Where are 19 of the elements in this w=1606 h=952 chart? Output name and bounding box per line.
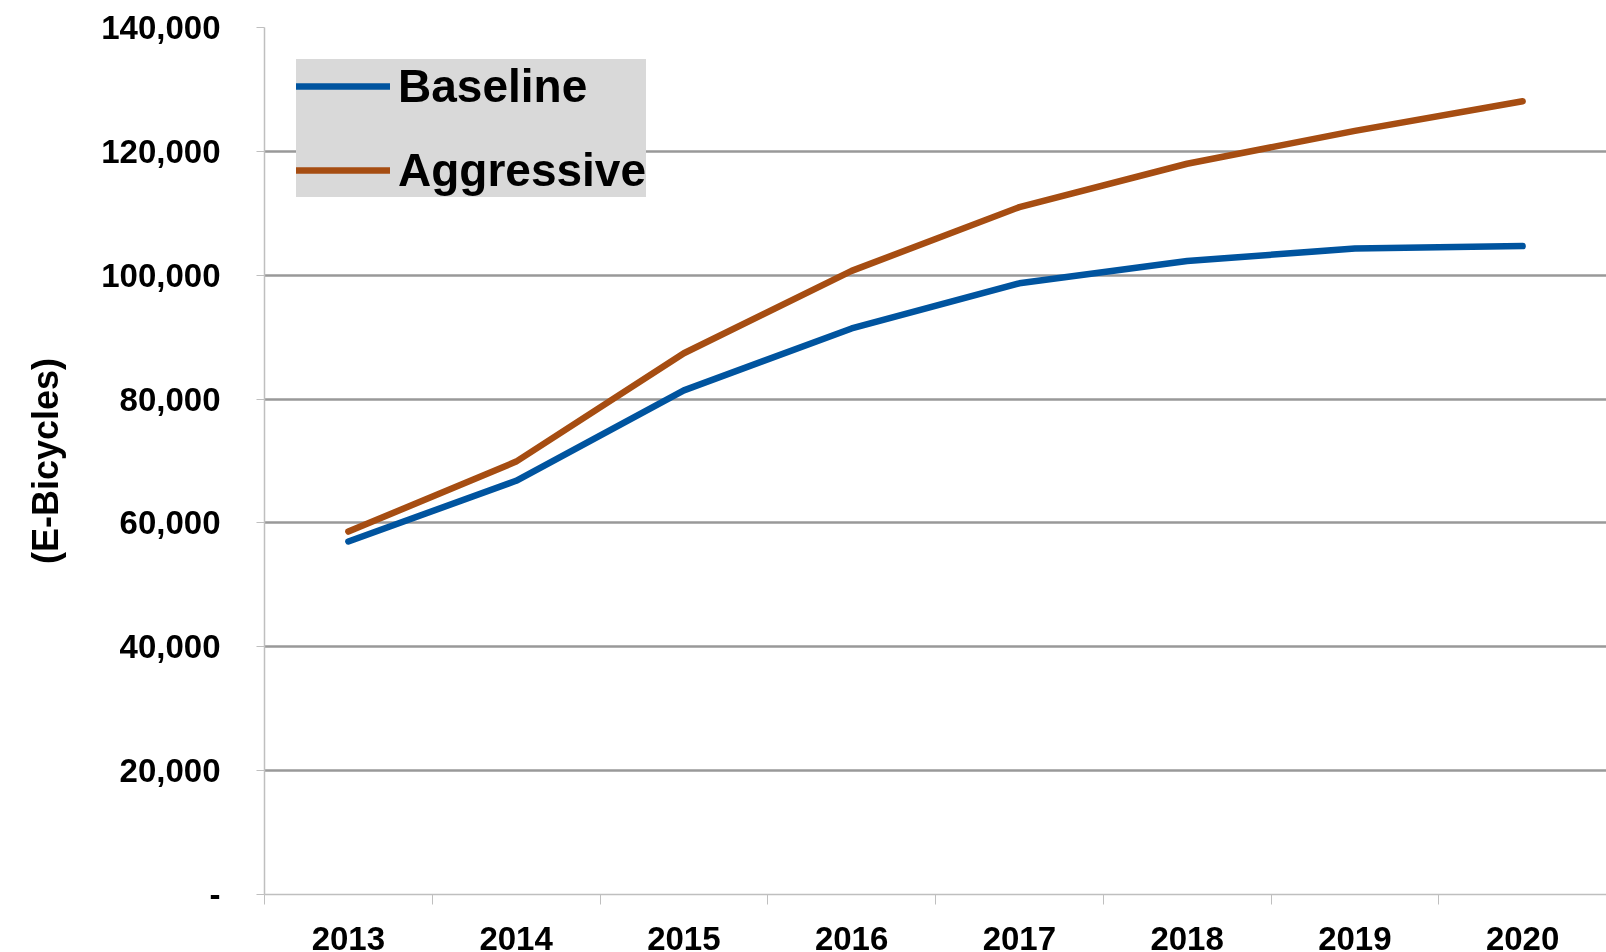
legend-label: Baseline [398,59,588,113]
legend-label: Aggressive [398,143,647,197]
x-tick-label: 2016 [814,919,889,952]
y-tick-label: 100,000 [101,256,221,294]
x-tick-label: 2019 [1318,919,1392,952]
x-tick-label: 2015 [647,919,721,952]
y-tick-label: 140,000 [101,9,221,46]
y-tick-label: 120,000 [101,132,221,170]
y-axis-title: (E-Bicycles) [25,357,67,565]
x-tick-label: 2013 [311,919,386,952]
x-tick-label: 2014 [479,919,554,952]
y-tick-label: 20,000 [119,752,221,790]
y-tick-label: 80,000 [119,380,221,418]
x-tick-label: 2017 [982,919,1057,952]
y-tick-label: 40,000 [119,628,221,666]
x-tick-label: 2018 [1150,919,1224,952]
y-tick-label: - [209,876,221,913]
x-tick-label: 2020 [1485,919,1560,952]
y-tick-label: 60,000 [119,504,221,542]
